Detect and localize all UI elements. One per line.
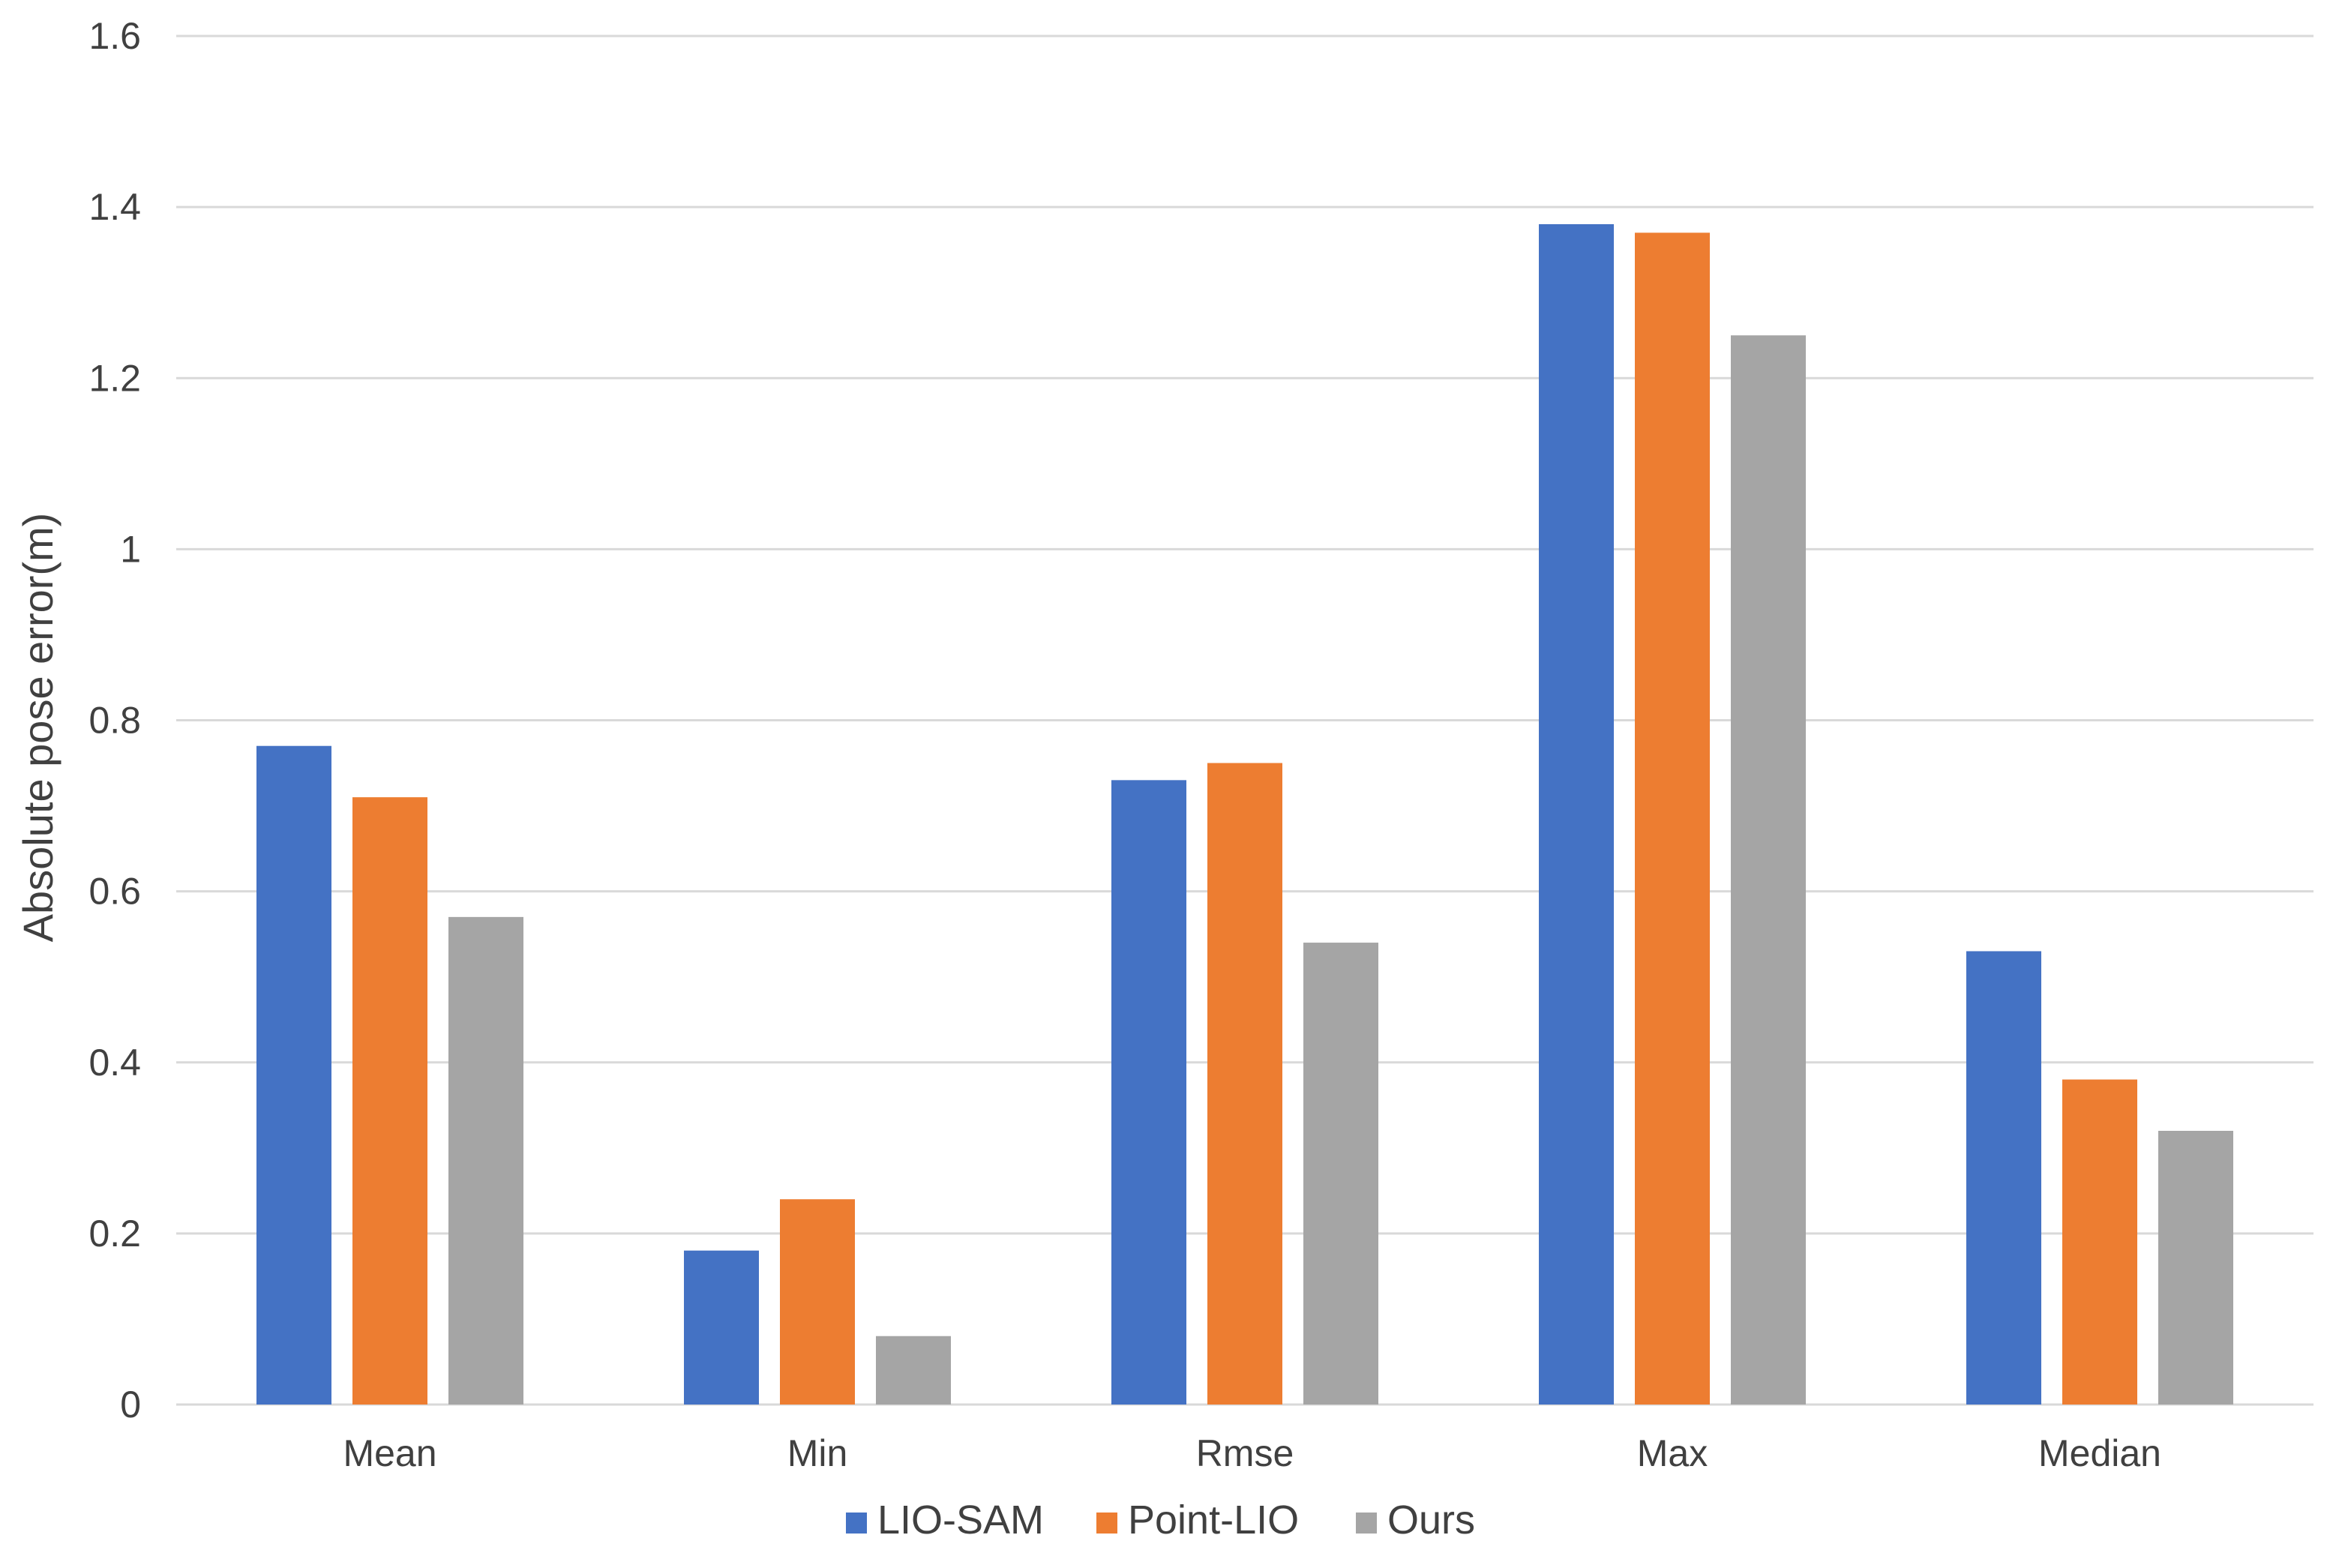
legend-item-point-lio: Point-LIO [1096, 1498, 1299, 1543]
y-tick-label: 0.6 [88, 871, 141, 913]
y-tick-label: 0 [120, 1384, 141, 1426]
y-tick-label: 1.4 [88, 186, 141, 228]
y-tick-label: 0.8 [88, 700, 141, 742]
legend-label: Ours [1387, 1498, 1475, 1543]
bar-point-lio-rmse [1207, 763, 1282, 1405]
y-tick-label: 1 [120, 528, 141, 570]
bar-ours-max [1731, 335, 1806, 1405]
legend-label: Point-LIO [1128, 1498, 1299, 1543]
y-tick-label: 1.2 [88, 357, 141, 399]
gridlines [176, 34, 2314, 1406]
bars [256, 223, 2233, 1405]
x-tick-label: Mean [343, 1432, 436, 1474]
bar-lio-sam-max [1539, 223, 1614, 1405]
bar-lio-sam-median [1966, 951, 2041, 1405]
legend-swatch [846, 1513, 867, 1534]
legend-item-ours: Ours [1356, 1498, 1475, 1543]
x-axis-ticks: Mean Min Rmse Max Median [343, 1432, 2161, 1474]
bar-point-lio-mean [352, 797, 427, 1405]
x-tick-label: Median [2038, 1432, 2161, 1474]
legend-label: LIO-SAM [877, 1498, 1044, 1543]
y-tick-label: 1.6 [88, 15, 141, 57]
y-tick-label: 0.2 [88, 1213, 141, 1255]
x-tick-label: Rmse [1196, 1432, 1294, 1474]
bar-point-lio-min [780, 1199, 855, 1405]
bar-lio-sam-rmse [1111, 780, 1186, 1405]
bar-ours-mean [448, 916, 523, 1405]
legend: LIO-SAM Point-LIO Ours [846, 1498, 1475, 1543]
legend-swatch [1356, 1513, 1377, 1534]
y-tick-label: 0.4 [88, 1042, 141, 1084]
bar-ours-median [2158, 1131, 2233, 1405]
bar-ours-min [876, 1336, 951, 1405]
bar-lio-sam-min [684, 1250, 759, 1405]
y-axis-ticks: 0 0.2 0.4 0.6 0.8 1 1.2 1.4 1.6 [88, 15, 141, 1426]
legend-swatch [1096, 1513, 1117, 1534]
bar-point-lio-max [1635, 232, 1710, 1405]
bar-ours-rmse [1303, 943, 1378, 1405]
bar-lio-sam-mean [256, 745, 331, 1405]
x-tick-label: Max [1637, 1432, 1708, 1474]
y-axis-title: Absolute pose error(m) [14, 513, 61, 943]
x-tick-label: Min [787, 1432, 848, 1474]
legend-item-lio-sam: LIO-SAM [846, 1498, 1044, 1543]
bar-point-lio-median [2062, 1079, 2137, 1405]
